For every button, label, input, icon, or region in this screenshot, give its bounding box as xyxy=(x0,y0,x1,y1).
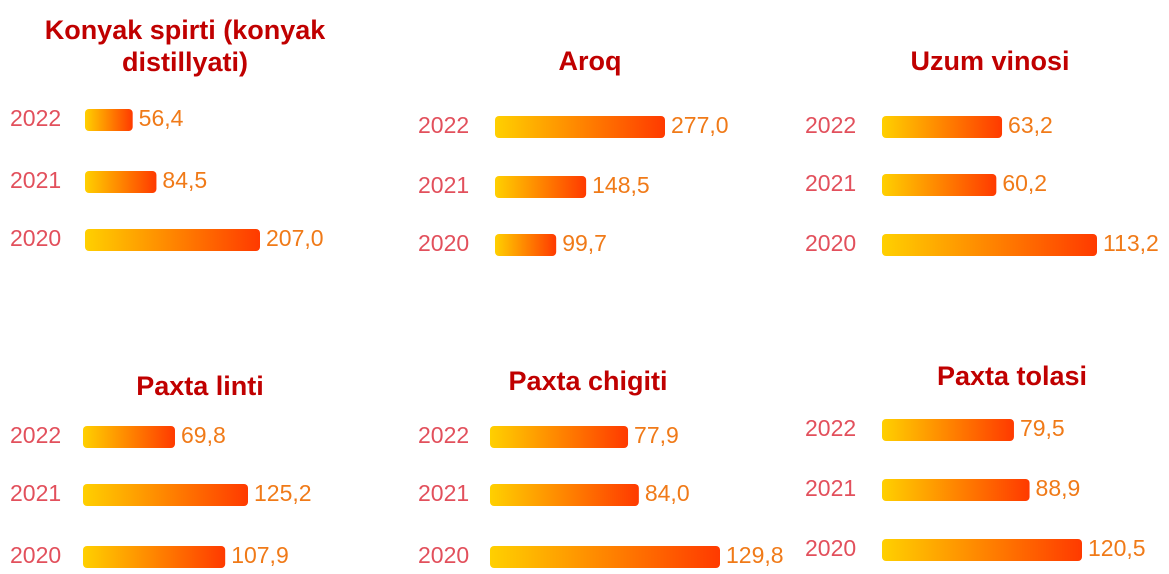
bar xyxy=(85,171,157,193)
bar xyxy=(495,234,557,256)
category-label: 2020 xyxy=(10,225,61,251)
value-label: 56,4 xyxy=(139,105,184,131)
value-label: 63,2 xyxy=(1008,112,1053,138)
category-label: 2020 xyxy=(10,542,61,568)
category-label: 2021 xyxy=(10,480,61,506)
bar xyxy=(83,546,226,568)
category-label: 2020 xyxy=(418,542,469,568)
bar xyxy=(882,234,1097,256)
bar xyxy=(83,426,175,448)
bar xyxy=(882,419,1014,441)
value-label: 277,0 xyxy=(671,112,729,138)
chart-title: Paxta chigiti xyxy=(508,366,668,396)
category-label: 2022 xyxy=(10,422,61,448)
category-label: 2020 xyxy=(805,230,856,256)
chart-title: Konyak spirti (konyak distillyati) xyxy=(44,15,326,77)
value-label: 99,7 xyxy=(562,230,607,256)
bar xyxy=(83,484,248,506)
bar xyxy=(495,176,587,198)
category-label: 2022 xyxy=(10,105,61,131)
value-label: 79,5 xyxy=(1020,415,1065,441)
category-label: 2021 xyxy=(805,475,856,501)
category-label: 2022 xyxy=(418,422,469,448)
value-label: 84,5 xyxy=(162,167,207,193)
value-label: 107,9 xyxy=(231,542,289,568)
value-label: 77,9 xyxy=(634,422,679,448)
chart-title: Paxta linti xyxy=(136,371,264,401)
bar xyxy=(495,116,665,138)
value-label: 69,8 xyxy=(181,422,226,448)
bar xyxy=(490,426,629,448)
bar xyxy=(882,479,1030,501)
value-label: 207,0 xyxy=(266,225,324,251)
value-label: 148,5 xyxy=(592,172,650,198)
bar xyxy=(85,229,260,251)
value-label: 84,0 xyxy=(645,480,690,506)
value-label: 129,8 xyxy=(726,542,784,568)
bar xyxy=(882,116,1003,138)
category-label: 2021 xyxy=(10,167,61,193)
bar xyxy=(85,109,133,131)
value-label: 125,2 xyxy=(254,480,312,506)
bar xyxy=(490,546,720,568)
chart-title: Uzum vinosi xyxy=(910,46,1070,76)
chart-title: Aroq xyxy=(558,46,622,76)
value-label: 113,2 xyxy=(1103,230,1159,256)
bar xyxy=(490,484,639,506)
category-label: 2021 xyxy=(418,172,469,198)
category-label: 2021 xyxy=(418,480,469,506)
category-label: 2022 xyxy=(805,415,856,441)
category-label: 2022 xyxy=(418,112,469,138)
value-label: 120,5 xyxy=(1088,535,1146,561)
bar xyxy=(882,174,997,196)
value-label: 60,2 xyxy=(1002,170,1047,196)
bar xyxy=(882,539,1082,561)
value-label: 88,9 xyxy=(1036,475,1081,501)
chart-title: Paxta tolasi xyxy=(936,361,1088,391)
category-label: 2020 xyxy=(418,230,469,256)
category-label: 2022 xyxy=(805,112,856,138)
category-label: 2021 xyxy=(805,170,856,196)
category-label: 2020 xyxy=(805,535,856,561)
